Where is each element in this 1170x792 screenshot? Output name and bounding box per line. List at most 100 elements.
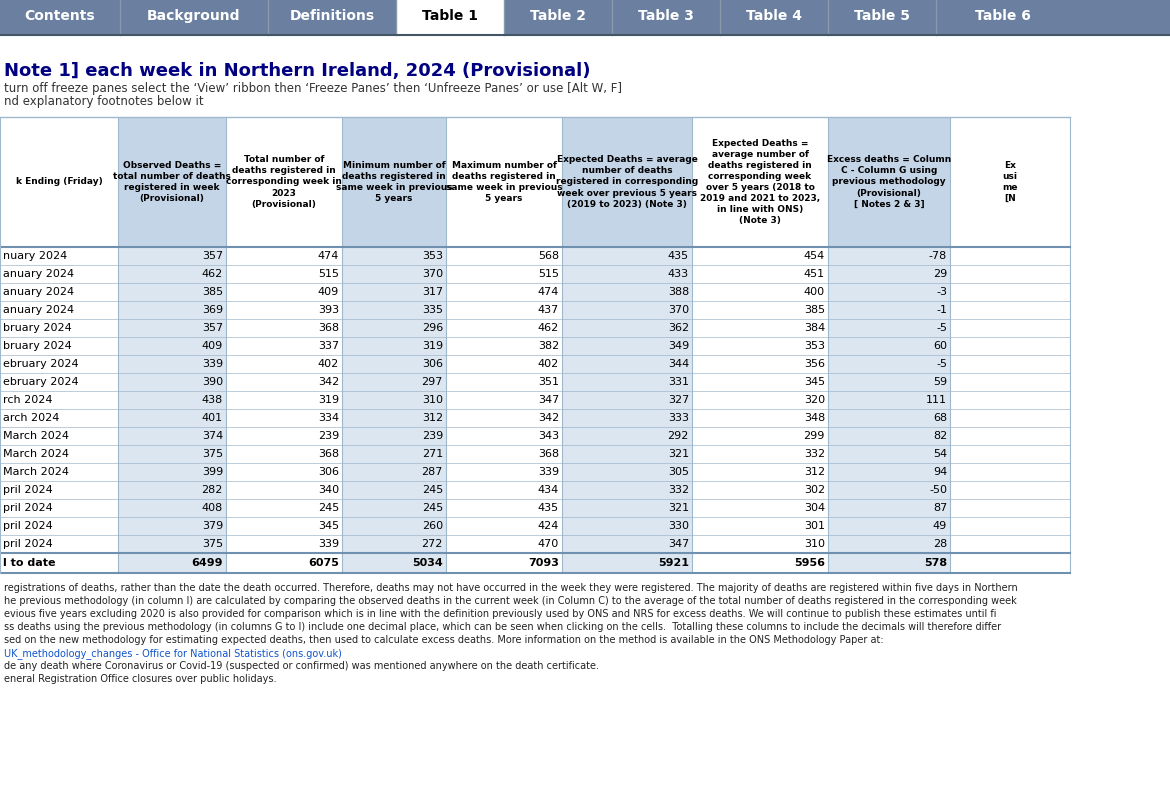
Bar: [562, 301, 691, 319]
Text: 408: 408: [201, 503, 223, 513]
Bar: [118, 427, 226, 445]
Text: Total number of
deaths registered in
corresponding week in
2023
(Provisional): Total number of deaths registered in cor…: [226, 155, 342, 209]
Bar: [828, 117, 950, 247]
Bar: [446, 391, 562, 409]
Text: 260: 260: [422, 521, 443, 531]
Bar: [342, 517, 446, 535]
Bar: [0, 355, 118, 373]
Bar: [226, 535, 342, 553]
Bar: [342, 117, 446, 247]
Bar: [828, 409, 950, 427]
Bar: [950, 247, 1071, 265]
Bar: [562, 553, 691, 573]
Bar: [950, 463, 1071, 481]
Text: anuary 2024: anuary 2024: [4, 269, 74, 279]
Bar: [446, 373, 562, 391]
Bar: [226, 499, 342, 517]
Bar: [828, 481, 950, 499]
Text: 339: 339: [202, 359, 223, 369]
Bar: [118, 535, 226, 553]
Text: March 2024: March 2024: [4, 449, 69, 459]
Text: 5956: 5956: [794, 558, 825, 568]
Text: 348: 348: [804, 413, 825, 423]
Bar: [342, 283, 446, 301]
Bar: [950, 409, 1071, 427]
Bar: [226, 337, 342, 355]
Bar: [226, 355, 342, 373]
Text: de any death where Coronavirus or Covid-19 (suspected or confirmed) was mentione: de any death where Coronavirus or Covid-…: [4, 661, 599, 671]
Bar: [0, 535, 118, 553]
Bar: [562, 117, 691, 247]
Bar: [562, 283, 691, 301]
Text: 370: 370: [668, 305, 689, 315]
Text: 382: 382: [538, 341, 559, 351]
Bar: [342, 391, 446, 409]
Bar: [0, 301, 118, 319]
Text: 332: 332: [804, 449, 825, 459]
Text: 68: 68: [932, 413, 947, 423]
Text: 368: 368: [318, 323, 339, 333]
Bar: [828, 283, 950, 301]
Bar: [226, 319, 342, 337]
Text: 384: 384: [804, 323, 825, 333]
Text: 312: 312: [422, 413, 443, 423]
Text: 353: 353: [422, 251, 443, 261]
Text: 296: 296: [421, 323, 443, 333]
Bar: [446, 535, 562, 553]
Bar: [342, 355, 446, 373]
Bar: [691, 427, 828, 445]
Text: Expected Deaths = average
number of deaths
registered in corresponding
week over: Expected Deaths = average number of deat…: [556, 155, 698, 209]
Bar: [562, 247, 691, 265]
Text: 305: 305: [668, 467, 689, 477]
Bar: [118, 409, 226, 427]
Text: 390: 390: [202, 377, 223, 387]
Bar: [562, 517, 691, 535]
Bar: [950, 445, 1071, 463]
Bar: [562, 535, 691, 553]
Bar: [828, 373, 950, 391]
Text: Table 4: Table 4: [746, 9, 801, 23]
Text: pril 2024: pril 2024: [4, 521, 53, 531]
Text: 357: 357: [202, 323, 223, 333]
Text: 334: 334: [318, 413, 339, 423]
Text: pril 2024: pril 2024: [4, 539, 53, 549]
Text: pril 2024: pril 2024: [4, 485, 53, 495]
Text: 515: 515: [318, 269, 339, 279]
Bar: [691, 337, 828, 355]
Text: 409: 409: [318, 287, 339, 297]
Bar: [0, 337, 118, 355]
Text: 438: 438: [201, 395, 223, 405]
Text: 82: 82: [932, 431, 947, 441]
Text: Maximum number of
deaths registered in
same week in previous
5 years: Maximum number of deaths registered in s…: [446, 161, 563, 204]
Text: 333: 333: [668, 413, 689, 423]
Text: 402: 402: [538, 359, 559, 369]
Text: bruary 2024: bruary 2024: [4, 341, 71, 351]
Text: pril 2024: pril 2024: [4, 503, 53, 513]
Bar: [691, 517, 828, 535]
Bar: [691, 117, 828, 247]
Text: 321: 321: [668, 503, 689, 513]
Bar: [691, 553, 828, 573]
Bar: [562, 265, 691, 283]
Bar: [446, 265, 562, 283]
Text: registrations of deaths, rather than the date the death occurred. Therefore, dea: registrations of deaths, rather than the…: [4, 583, 1018, 593]
Bar: [226, 553, 342, 573]
Text: 388: 388: [668, 287, 689, 297]
Text: 7093: 7093: [528, 558, 559, 568]
Text: 302: 302: [804, 485, 825, 495]
Bar: [950, 373, 1071, 391]
Text: 319: 319: [422, 341, 443, 351]
Bar: [950, 391, 1071, 409]
Text: 399: 399: [201, 467, 223, 477]
Text: 111: 111: [925, 395, 947, 405]
Text: 321: 321: [668, 449, 689, 459]
Text: UK_methodology_changes - Office for National Statistics (ons.gov.uk): UK_methodology_changes - Office for Nati…: [4, 648, 342, 659]
Text: eneral Registration Office closures over public holidays.: eneral Registration Office closures over…: [4, 674, 276, 684]
Bar: [828, 535, 950, 553]
Bar: [446, 117, 562, 247]
Text: 245: 245: [421, 485, 443, 495]
Text: -5: -5: [936, 359, 947, 369]
Bar: [562, 391, 691, 409]
Bar: [118, 355, 226, 373]
Bar: [828, 301, 950, 319]
